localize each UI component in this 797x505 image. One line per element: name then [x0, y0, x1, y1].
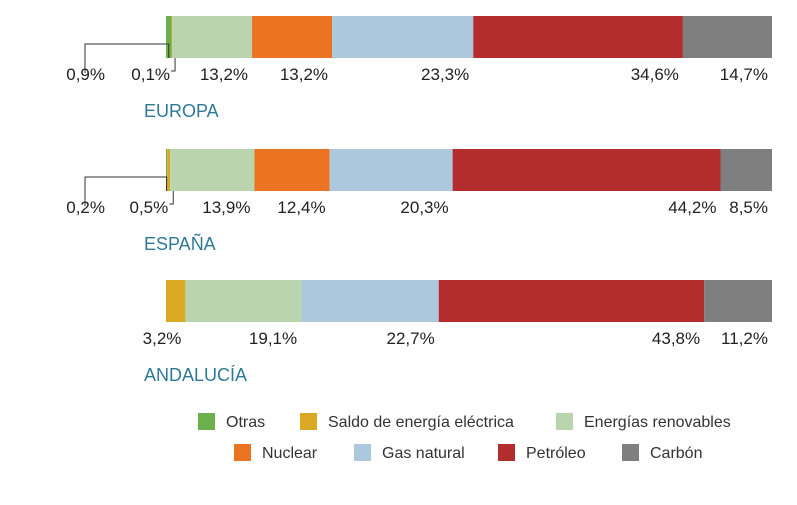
legend-item-otras: Otras: [198, 413, 265, 431]
leader-line-espana-otras: [84, 176, 168, 206]
legend-item-carbon: Carbón: [622, 444, 702, 462]
value-label-espana-nuclear: 12,4%: [277, 198, 325, 217]
value-label-espana-carbon: 8,5%: [729, 198, 768, 217]
legend-label-otras: Otras: [226, 414, 265, 431]
region-title-espana: ESPAÑA: [144, 233, 216, 254]
tick-line-europa-saldo: [171, 58, 176, 72]
bar-segment-espana-renovables: [170, 149, 255, 191]
bar-segment-espana-gas: [329, 149, 453, 191]
legend-label-saldo: Saldo de energía eléctrica: [328, 414, 514, 431]
legend-item-renovables: Energías renovables: [556, 413, 731, 431]
legend-item-saldo: Saldo de energía eléctrica: [300, 413, 514, 431]
bar-segment-europa-otras: [166, 16, 172, 58]
bar-segment-europa-petroleo: [473, 16, 683, 58]
bar-segment-espana-petroleo: [452, 149, 721, 191]
legend-swatch-otras: [198, 413, 215, 430]
legend-label-gas: Gas natural: [382, 445, 465, 462]
bar-segment-europa-nuclear: [252, 16, 333, 58]
legend: Otras Saldo de energía eléctrica Energías …: [198, 413, 731, 462]
value-label-andalucia-saldo: 3,2%: [143, 329, 182, 348]
bar-segment-andalucia-renovables: [185, 280, 302, 322]
region-title-andalucia: ANDALUCÍA: [144, 365, 247, 385]
bar-segment-europa-renovables: [172, 16, 253, 58]
bar-segment-espana-carbon: [720, 149, 772, 191]
value-label-andalucia-renovables: 19,1%: [249, 329, 297, 348]
bar-segment-andalucia-gas: [301, 280, 439, 322]
value-label-andalucia-gas: 22,7%: [386, 329, 434, 348]
legend-swatch-carbon: [622, 444, 639, 461]
value-label-europa-otras: 0,9%: [66, 65, 105, 84]
legend-swatch-renovables: [556, 413, 573, 430]
tick-line-espana-saldo: [169, 191, 174, 205]
bar-group-europa: 0,9% 0,1% 13,2% 13,2% 23,3% 34,6% 14,7% EUROPA: [66, 16, 772, 121]
legend-label-nuclear: Nuclear: [262, 445, 318, 462]
legend-label-petroleo: Petróleo: [526, 445, 586, 462]
value-label-europa-petroleo: 34,6%: [631, 65, 679, 84]
value-label-europa-renovables: 13,2%: [200, 65, 248, 84]
bar-group-espana: 0,2% 0,5% 13,9% 12,4% 20,3% 44,2% 8,5% ESPAÑA: [66, 149, 772, 254]
legend-label-carbon: Carbón: [650, 445, 702, 462]
region-title-europa: EUROPA: [144, 101, 219, 121]
bar-segment-andalucia-saldo: [166, 280, 186, 322]
bar-segment-europa-carbon: [682, 16, 772, 58]
value-label-espana-otras: 0,2%: [66, 198, 105, 217]
value-label-europa-nuclear: 13,2%: [280, 65, 328, 84]
legend-item-petroleo: Petróleo: [498, 444, 586, 462]
legend-swatch-nuclear: [234, 444, 251, 461]
bar-segment-europa-gas: [332, 16, 474, 58]
value-label-andalucia-carbon: 11,2%: [721, 329, 768, 348]
legend-swatch-saldo: [300, 413, 317, 430]
value-label-europa-carbon: 14,7%: [720, 65, 768, 84]
bar-segment-europa-saldo: [171, 16, 173, 58]
value-label-europa-saldo: 0,1%: [131, 65, 170, 84]
legend-label-renovables: Energías renovables: [584, 414, 731, 431]
value-label-espana-petroleo: 44,2%: [668, 198, 716, 217]
bar-segment-espana-nuclear: [254, 149, 330, 191]
legend-swatch-gas: [354, 444, 371, 461]
value-label-europa-gas: 23,3%: [421, 65, 469, 84]
legend-item-nuclear: Nuclear: [234, 444, 318, 462]
value-label-andalucia-petroleo: 43,8%: [652, 329, 700, 348]
bar-segment-andalucia-petroleo: [438, 280, 705, 322]
value-label-espana-gas: 20,3%: [400, 198, 448, 217]
bar-segment-andalucia-carbon: [704, 280, 772, 322]
legend-swatch-petroleo: [498, 444, 515, 461]
leader-line-europa-otras: [84, 43, 170, 73]
bar-group-andalucia: 3,2% 19,1% 22,7% 43,8% 11,2% ANDALUCÍA: [143, 280, 772, 385]
value-label-espana-saldo: 0,5%: [129, 198, 168, 217]
value-label-espana-renovables: 13,9%: [202, 198, 250, 217]
bar-segment-espana-otras: [166, 149, 168, 191]
legend-item-gas: Gas natural: [354, 444, 465, 462]
bar-segment-espana-saldo: [167, 149, 171, 191]
